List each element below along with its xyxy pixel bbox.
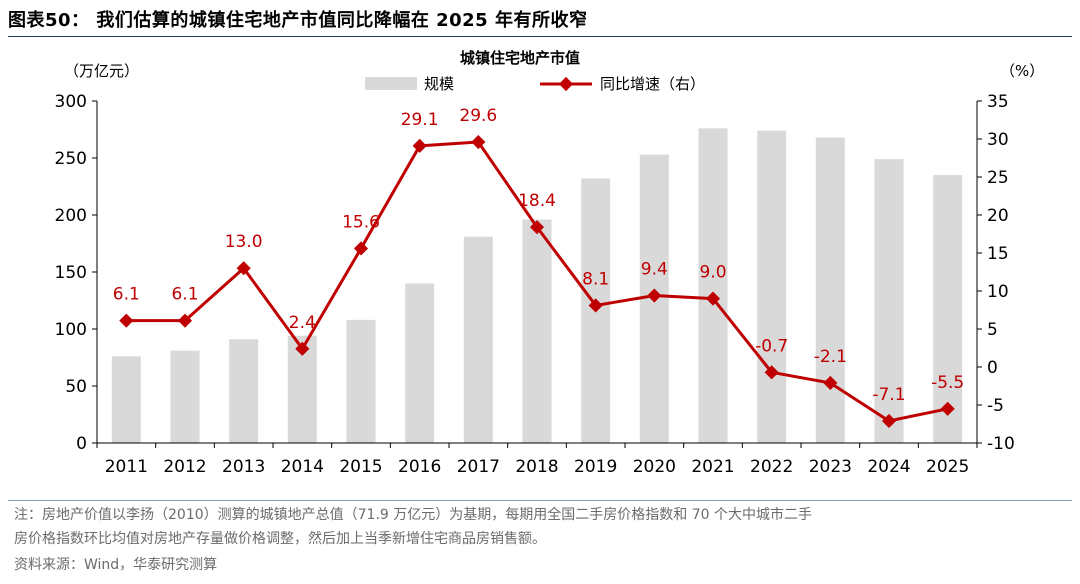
line-series: 6.1 6.1 13.0 2.4 15.6 29.1 29.6 18.4 8.1 9.4 9.0 -0…	[113, 106, 964, 429]
footnote-line-2: 房价格指数环比均值对房地产存量做价格调整，然后加上当季新增住宅商品房销售额。	[14, 531, 546, 547]
line-point	[471, 134, 486, 150]
data-label: 2.4	[289, 313, 316, 333]
line-point	[588, 298, 603, 313]
bar	[229, 339, 259, 443]
axes: 050100150200250300-10-505101520253035201…	[55, 92, 1015, 477]
x-tick-label: 2011	[105, 457, 148, 477]
x-tick-label: 2020	[633, 457, 676, 477]
x-tick-label: 2021	[691, 457, 734, 477]
line-point	[119, 313, 134, 328]
data-label: 9.4	[641, 260, 668, 280]
title-rule	[8, 36, 1072, 37]
legend-bar-swatch	[365, 77, 417, 90]
data-label: 8.1	[582, 269, 609, 289]
bar	[815, 137, 845, 444]
bar	[757, 130, 787, 443]
x-tick-label: 2025	[926, 457, 969, 477]
bar	[405, 283, 435, 443]
line-point	[823, 375, 838, 391]
legend-line-label: 同比增速（右）	[600, 75, 705, 93]
notes-rule	[8, 500, 1072, 501]
x-tick-label: 2013	[222, 457, 265, 477]
data-label: -5.5	[931, 373, 964, 393]
line-point	[412, 138, 427, 153]
line-point	[353, 241, 369, 256]
x-tick-label: 2018	[515, 457, 558, 477]
x-tick-label: 2023	[809, 457, 852, 477]
x-tick-label: 2014	[281, 457, 324, 477]
right-tick-label: 15	[987, 244, 1009, 264]
data-label: 29.6	[459, 106, 497, 126]
x-tick-label: 2015	[339, 457, 382, 477]
right-tick-label: 35	[987, 92, 1009, 112]
data-label: -7.1	[872, 385, 905, 405]
left-tick-label: 300	[55, 92, 87, 112]
bar	[874, 159, 904, 443]
bar	[111, 356, 141, 443]
footnote-line-1: 注：房地产价值以李扬（2010）测算的城镇地产总值（71.9 万亿元）为基期，每…	[14, 507, 812, 523]
right-tick-label: 5	[987, 320, 998, 340]
data-label: 6.1	[113, 285, 140, 305]
line-point	[295, 341, 310, 356]
right-tick-label: 10	[987, 282, 1009, 302]
line-point	[177, 313, 193, 328]
left-tick-label: 0	[76, 434, 87, 454]
right-tick-label: 20	[987, 206, 1009, 226]
line-point	[881, 413, 897, 429]
right-tick-label: 25	[987, 168, 1009, 188]
bar	[698, 128, 728, 444]
right-tick-label: -5	[987, 396, 1004, 416]
left-tick-label: 100	[55, 320, 87, 340]
chart-svg: 城镇住宅地产市值 （万亿元） （%） 规模 同比增速（右） 0501001502…	[55, 49, 1045, 477]
line-point	[529, 220, 545, 235]
legend-bar-label: 规模	[424, 75, 454, 93]
line-point	[764, 365, 779, 380]
bar	[170, 350, 200, 443]
data-label: -2.1	[814, 347, 847, 367]
x-tick-label: 2024	[867, 457, 910, 477]
x-tick-label: 2017	[457, 457, 500, 477]
line-point	[705, 291, 721, 306]
figure-title: 图表50： 我们估算的城镇住宅地产市值同比降幅在 2025 年有所收窄	[8, 10, 588, 31]
bar-series	[111, 128, 963, 444]
bar	[933, 175, 963, 443]
line-point	[647, 288, 662, 303]
right-tick-label: 0	[987, 358, 998, 378]
left-tick-label: 50	[65, 377, 87, 397]
right-tick-label: -10	[987, 434, 1015, 454]
data-label: -0.7	[755, 336, 788, 356]
x-tick-label: 2016	[398, 457, 441, 477]
data-label: 6.1	[171, 285, 198, 305]
legend: 规模 同比增速（右）	[365, 75, 705, 93]
data-label: 13.0	[225, 232, 263, 252]
line-point	[236, 261, 251, 276]
bar	[463, 236, 493, 443]
x-tick-label: 2019	[574, 457, 617, 477]
left-tick-label: 150	[55, 263, 87, 283]
data-label: 29.1	[401, 110, 439, 130]
line-point	[940, 401, 955, 416]
right-axis-unit: （%）	[1000, 62, 1044, 80]
right-tick-label: 30	[987, 130, 1009, 150]
legend-line-marker	[558, 76, 574, 92]
x-tick-label: 2012	[163, 457, 206, 477]
source-note: 资料来源：Wind，华泰研究测算	[14, 557, 218, 573]
data-label: 18.4	[518, 191, 556, 211]
data-label: 9.0	[699, 263, 726, 283]
left-tick-label: 200	[55, 206, 87, 226]
bar	[346, 319, 376, 443]
x-tick-label: 2022	[750, 457, 793, 477]
left-axis-unit: （万亿元）	[64, 62, 139, 80]
left-tick-label: 250	[55, 149, 87, 169]
data-label: 15.6	[342, 212, 380, 232]
chart-title: 城镇住宅地产市值	[460, 49, 580, 67]
bar	[522, 219, 552, 443]
